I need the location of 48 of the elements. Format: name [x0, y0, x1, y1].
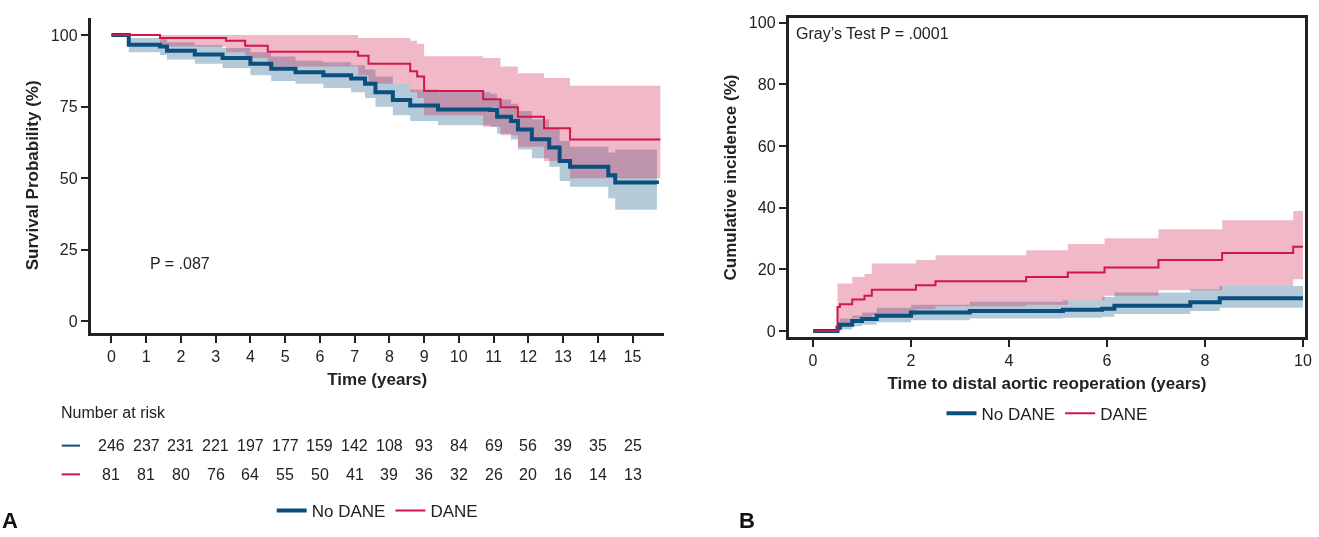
- text: A: [2, 508, 18, 533]
- x-tick-label: 5: [280, 347, 290, 365]
- annotation: P = .087: [150, 255, 210, 272]
- y-tick-label: 100: [50, 26, 78, 44]
- x-tick-label: 2: [906, 352, 916, 370]
- x-tick-label: 4: [1004, 352, 1014, 370]
- text: 81 81 80 76 64 55 50 41 39 36 32 26 20 16 14 13: [102, 466, 642, 483]
- x-tick-label: 15: [623, 347, 642, 365]
- x-tick-label: 10: [1294, 352, 1312, 370]
- legend-label: DANE: [430, 502, 478, 522]
- y-tick-label: 100: [748, 14, 776, 32]
- x-tick-label: 13: [554, 347, 573, 365]
- y-tick-label: 40: [757, 199, 776, 217]
- y-tick-label: 0: [68, 312, 78, 330]
- x-tick-label: 3: [211, 347, 221, 365]
- x-tick-label: 12: [519, 347, 538, 365]
- legend-label: DANE: [1100, 404, 1148, 424]
- legend-label: No DANE: [311, 502, 386, 522]
- text: Number at risk: [61, 404, 167, 421]
- x-tick-label: 9: [419, 347, 429, 365]
- x-tick-label: 7: [350, 347, 360, 365]
- y-tick-label: 50: [59, 169, 78, 187]
- y-axis-title: Cumulative incidence (%): [721, 74, 741, 281]
- x-tick-label: 6: [1102, 352, 1112, 370]
- x-tick-label: 2: [176, 347, 186, 365]
- x-tick-label: 0: [106, 347, 116, 365]
- y-tick-label: 25: [59, 241, 78, 259]
- x-tick-label: 10: [449, 347, 468, 365]
- x-tick-label: 6: [315, 347, 325, 365]
- x-tick-label: 4: [245, 347, 255, 365]
- x-tick-label: 8: [1200, 352, 1210, 370]
- x-tick-label: 8: [384, 347, 394, 365]
- x-tick-label: 11: [485, 347, 503, 365]
- y-tick-label: 75: [59, 98, 78, 116]
- x-tick-label: 1: [141, 347, 151, 365]
- annotation: Gray’s Test P = .0001: [796, 25, 949, 42]
- x-axis-title: Time (years): [327, 370, 428, 390]
- y-axis-title: Survival Probability (%): [23, 80, 43, 271]
- y-tick-label: 0: [766, 322, 776, 340]
- x-tick-label: 14: [588, 347, 607, 365]
- x-axis-title: Time to distal aortic reoperation (years): [887, 374, 1207, 394]
- text: 246 237 231 221 197 177 159 142 108 93 84 69 56 39 35 25: [98, 437, 642, 454]
- y-tick-label: 60: [757, 137, 776, 155]
- legend-label: No DANE: [981, 404, 1056, 424]
- y-tick-label: 20: [757, 260, 776, 278]
- x-tick-label: 0: [808, 352, 818, 370]
- text: B: [739, 508, 755, 533]
- y-tick-label: 80: [757, 76, 776, 94]
